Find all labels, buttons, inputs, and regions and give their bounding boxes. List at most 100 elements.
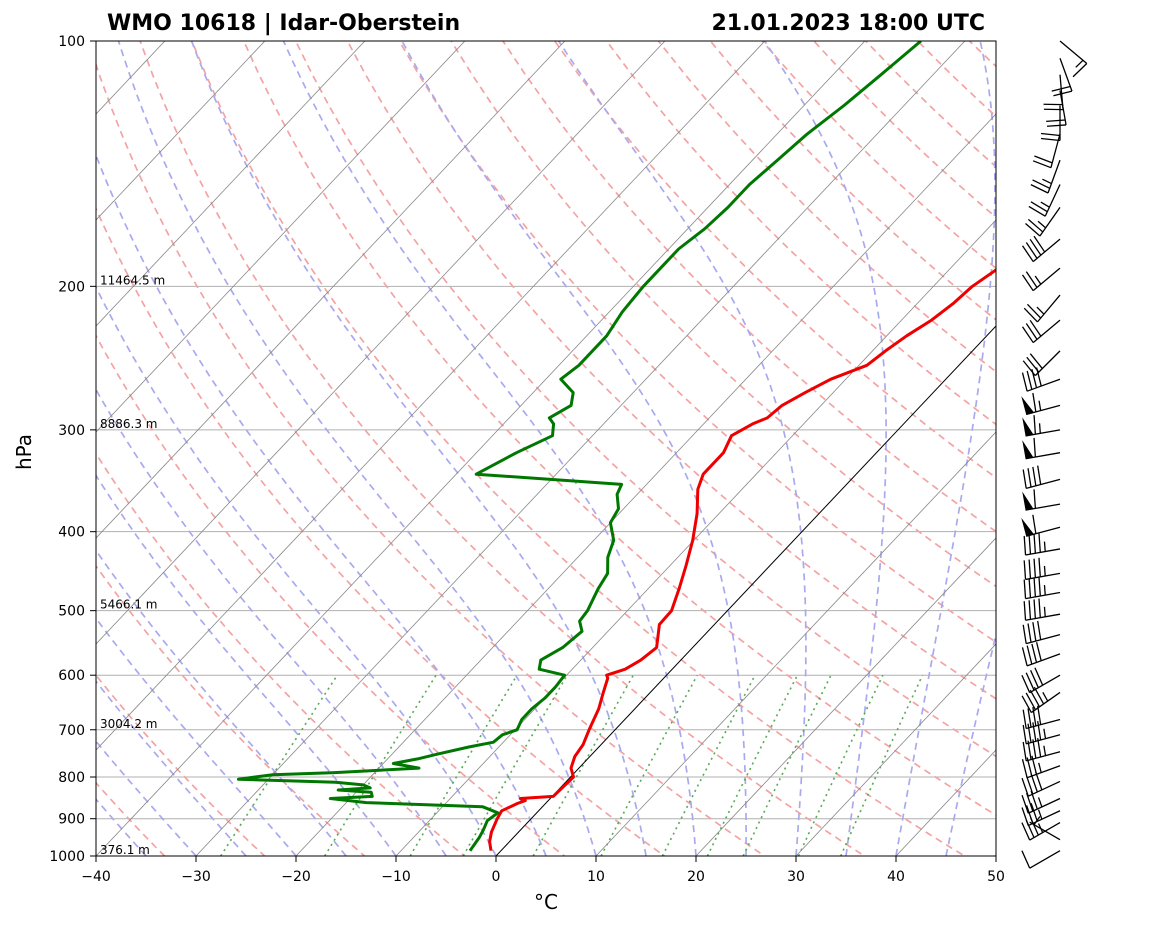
x-tick-label: 40 bbox=[887, 869, 905, 885]
chart-title-datetime: 21.01.2023 18:00 UTC bbox=[711, 11, 985, 36]
dry-adiabat bbox=[503, 41, 1160, 873]
x-tick-label: −10 bbox=[381, 869, 411, 885]
mixing-ratio-line bbox=[533, 675, 633, 856]
x-tick-label: 0 bbox=[492, 869, 501, 885]
wind-barb bbox=[1021, 393, 1060, 414]
mixing-ratio-line bbox=[221, 675, 338, 856]
moist-adiabat bbox=[0, 41, 296, 856]
isotherm bbox=[180, 4, 1000, 874]
wind-barb bbox=[1029, 185, 1060, 217]
y-tick-label: 100 bbox=[58, 34, 85, 50]
mixing-ratio-line bbox=[601, 675, 697, 856]
isotherm bbox=[280, 4, 1100, 874]
dry-adiabat bbox=[0, 41, 385, 873]
mixing-ratio-line bbox=[410, 675, 517, 856]
wind-barb bbox=[1024, 599, 1060, 621]
wind-barb bbox=[1022, 368, 1060, 392]
dry-adiabat bbox=[710, 41, 1160, 873]
x-tick-label: −20 bbox=[281, 869, 311, 885]
wind-barb bbox=[1024, 558, 1060, 580]
dry-adiabat bbox=[555, 41, 1160, 873]
y-tick-label: 1000 bbox=[49, 849, 85, 865]
moist-adiabat bbox=[59, 41, 546, 856]
mixing-ratio-line bbox=[707, 675, 797, 856]
wind-barb bbox=[1023, 738, 1060, 761]
axes: 1002003004005006007008009001000−40−30−20… bbox=[49, 34, 1005, 885]
wind-barb bbox=[1060, 41, 1087, 77]
x-tick-label: 30 bbox=[787, 869, 805, 885]
wind-barb bbox=[1022, 415, 1060, 436]
dry-adiabat bbox=[607, 41, 1160, 873]
isotherm bbox=[680, 4, 1160, 874]
dry-adiabat bbox=[1021, 41, 1160, 873]
chart-title-station: WMO 10618 | Idar-Oberstein bbox=[107, 11, 460, 36]
plot-frame bbox=[96, 41, 996, 856]
wind-barb bbox=[1022, 642, 1060, 666]
wind-barb bbox=[1026, 207, 1060, 236]
height-label: 11464.5 m bbox=[100, 273, 165, 287]
dry-adiabat bbox=[762, 41, 1160, 873]
moist-adiabat bbox=[0, 41, 346, 856]
x-tick-label: 20 bbox=[687, 869, 705, 885]
height-label: 5466.1 m bbox=[100, 598, 158, 612]
moist-adiabat bbox=[0, 41, 246, 856]
moist-adiabat bbox=[1046, 41, 1160, 856]
wind-barb bbox=[1041, 106, 1060, 141]
wind-barb bbox=[1024, 533, 1060, 555]
dry-adiabat bbox=[658, 41, 1160, 873]
moist-adiabat bbox=[192, 41, 646, 856]
mixing-ratio-line bbox=[743, 675, 831, 856]
isotherm bbox=[780, 4, 1160, 874]
wind-barb bbox=[1022, 803, 1060, 825]
pressure-grid bbox=[96, 41, 996, 856]
wind-barb bbox=[1022, 851, 1060, 869]
y-tick-label: 900 bbox=[58, 812, 85, 828]
x-axis-label: °C bbox=[534, 890, 558, 914]
y-tick-label: 800 bbox=[58, 770, 85, 786]
isotherm bbox=[0, 4, 700, 874]
background-lines bbox=[0, 4, 1160, 874]
wind-barb bbox=[1023, 351, 1060, 376]
x-tick-label: −40 bbox=[81, 869, 111, 885]
dry-adiabat bbox=[814, 41, 1160, 873]
moist-adiabat bbox=[996, 41, 1160, 856]
isotherm bbox=[980, 4, 1160, 874]
isotherm bbox=[880, 4, 1160, 874]
wind-barb bbox=[1022, 772, 1060, 796]
wind-barb bbox=[1023, 236, 1060, 261]
wind-barb bbox=[1023, 320, 1060, 342]
dry-adiabat bbox=[451, 41, 1160, 873]
y-tick-label: 300 bbox=[58, 423, 85, 439]
dry-adiabat bbox=[0, 41, 588, 873]
isotherm bbox=[0, 4, 300, 874]
y-tick-label: 400 bbox=[58, 525, 85, 541]
y-tick-label: 200 bbox=[58, 279, 85, 295]
dry-adiabat bbox=[140, 41, 892, 873]
sounding-profiles bbox=[238, 41, 1160, 851]
y-tick-label: 700 bbox=[58, 723, 85, 739]
wind-barb bbox=[1021, 515, 1060, 536]
y-tick-label: 600 bbox=[58, 668, 85, 684]
y-axis-label: hPa bbox=[12, 434, 36, 470]
wind-barb bbox=[1024, 577, 1060, 599]
moist-adiabat bbox=[284, 41, 697, 856]
wind-barb bbox=[1022, 438, 1060, 459]
y-tick-label: 500 bbox=[58, 604, 85, 620]
wind-barb bbox=[1023, 621, 1060, 644]
height-label: 376.1 m bbox=[100, 843, 150, 857]
wind-barb bbox=[1024, 295, 1060, 322]
mixing-ratio-line bbox=[463, 675, 567, 856]
dry-adiabat bbox=[866, 41, 1160, 873]
wind-barb bbox=[1030, 817, 1060, 840]
wind-barb bbox=[1022, 668, 1060, 693]
height-label: 8886.3 m bbox=[100, 417, 158, 431]
wind-barb bbox=[1022, 756, 1060, 778]
wind-barb bbox=[1022, 489, 1060, 510]
x-tick-label: 10 bbox=[587, 869, 605, 885]
moist-adiabat bbox=[1096, 41, 1160, 856]
wind-barbs bbox=[1021, 41, 1087, 868]
dry-adiabat bbox=[969, 41, 1160, 873]
